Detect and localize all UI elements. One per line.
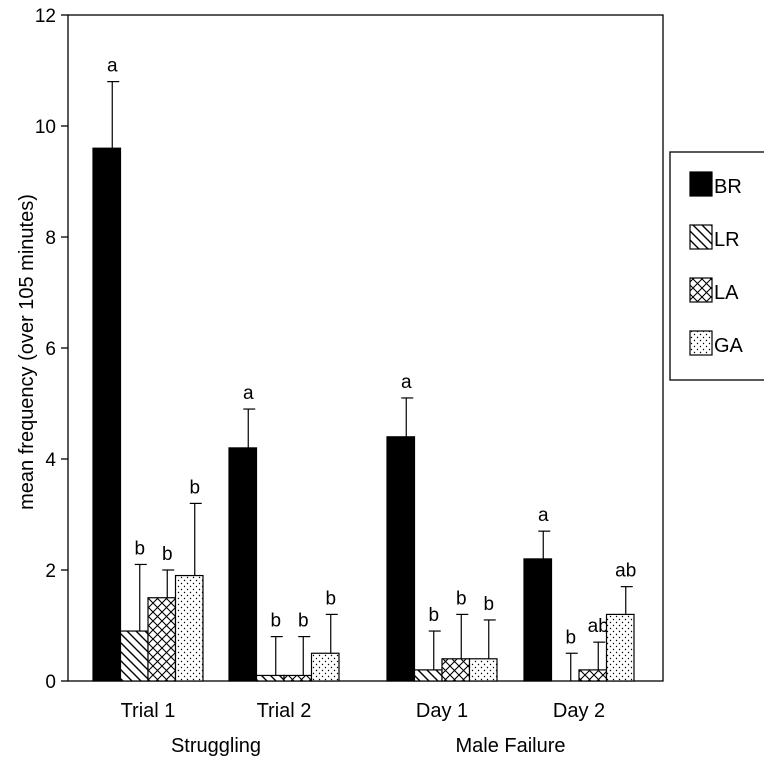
y-tick-label: 6 (45, 339, 56, 360)
significance-letter: b (298, 611, 309, 632)
y-tick-label: 0 (45, 672, 56, 693)
category-label: Day 2 (553, 700, 605, 722)
bar-la-trial-2 (283, 674, 313, 682)
bar-br-trial-2 (228, 447, 258, 682)
bar-br-day-2 (523, 558, 553, 682)
bar-br-day-1 (386, 436, 416, 682)
legend-swatch-la (689, 277, 713, 303)
bar-lr-trial-1 (119, 630, 149, 682)
significance-letter: b (134, 538, 145, 559)
legend-swatch-ga (689, 330, 713, 356)
significance-letter: b (565, 627, 576, 648)
significance-letter: a (243, 383, 254, 404)
bar-ga-day-2 (605, 613, 635, 682)
group-label: Male Failure (455, 735, 565, 757)
bar-la-day-2 (578, 669, 608, 682)
legend-frame (669, 151, 764, 381)
legend-swatch-lr (689, 224, 713, 250)
significance-letter: ab (615, 561, 636, 582)
bar-lr-day-1 (413, 669, 443, 682)
legend-swatch-br (689, 171, 713, 197)
bar-lr-trial-2 (255, 674, 285, 682)
significance-letter: b (483, 594, 494, 615)
y-tick-label: 4 (45, 450, 56, 471)
x-axis-labels: Trial 1 Trial 2 Day 1 Day 2 Struggling Male F… (121, 700, 606, 757)
y-tick-label: 8 (45, 228, 56, 249)
bar-ga-trial-2 (310, 652, 340, 682)
y-tick-label: 10 (35, 117, 56, 138)
bar-la-day-1 (441, 658, 471, 682)
significance-letter: ab (588, 616, 609, 637)
legend-label: GA (714, 335, 744, 357)
category-label: Trial 2 (257, 700, 312, 722)
bar-ga-trial-1 (174, 574, 204, 682)
y-axis-label: mean frequency (over 105 minutes) (16, 194, 38, 510)
y-tick-label: 12 (35, 6, 56, 27)
bar-br-trial-1 (92, 147, 122, 682)
legend-label: BR (714, 176, 742, 198)
significance-letter: b (270, 611, 281, 632)
legend-label: LR (714, 229, 740, 251)
significance-letter: a (107, 56, 118, 77)
significance-letter: b (162, 544, 173, 565)
category-label: Day 1 (416, 700, 468, 722)
bar-ga-day-1 (468, 658, 498, 682)
bar-la-trial-1 (147, 597, 177, 682)
significance-letter: b (456, 588, 467, 609)
significance-letter: b (189, 477, 200, 498)
y-axis-ticks: 0 2 4 6 8 10 12 (35, 6, 68, 693)
category-label: Trial 1 (121, 700, 176, 722)
legend: BR LR LA GA (669, 151, 764, 381)
significance-letter: a (538, 505, 549, 526)
legend-label: LA (714, 282, 739, 304)
significance-letter: b (428, 605, 439, 626)
significance-letter: b (325, 588, 336, 609)
plot-frame (67, 14, 664, 682)
group-label: Struggling (171, 735, 261, 757)
significance-letter: a (401, 372, 412, 393)
y-tick-label: 2 (45, 561, 56, 582)
